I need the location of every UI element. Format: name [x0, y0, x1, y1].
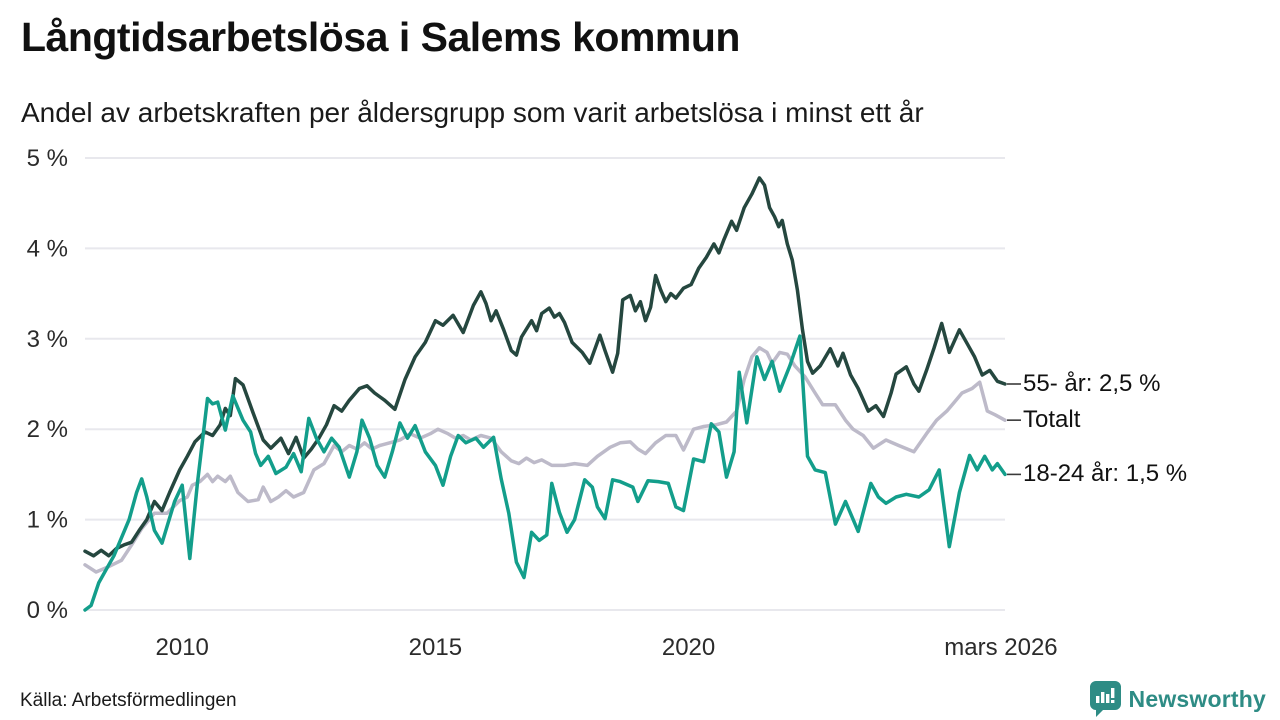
x-axis-tick-label: mars 2026 — [944, 634, 1057, 661]
series-end-label-55ar: 55- år: 2,5 % — [1023, 370, 1161, 397]
series-line-55-år — [83, 176, 1007, 558]
y-axis-tick-label: 1 % — [27, 507, 68, 534]
x-axis-tick-label: 2015 — [409, 634, 462, 661]
x-axis-tick-label: 2010 — [156, 634, 209, 661]
brand-name: Newsworthy — [1128, 685, 1266, 712]
bar-chart-speech-bubble-icon — [1089, 681, 1121, 717]
y-axis-tick-label: 2 % — [27, 416, 68, 443]
page-title: Långtidsarbetslösa i Salems kommun — [21, 14, 740, 60]
series-end-label-totalt: Totalt — [1023, 406, 1081, 434]
newsworthy-logo: Newsworthy — [1089, 681, 1266, 717]
x-axis-tick-label: 2020 — [662, 634, 715, 661]
y-axis-tick-label: 0 % — [27, 597, 68, 624]
y-axis-tick-label: 4 % — [27, 235, 68, 262]
source-attribution: Källa: Arbetsförmedlingen — [20, 690, 237, 711]
y-axis-tick-label: 5 % — [27, 145, 68, 172]
chart-subtitle: Andel av arbetskraften per åldersgrupp s… — [21, 97, 924, 128]
y-axis-tick-label: 3 % — [27, 326, 68, 353]
series-line-totalt — [83, 346, 1007, 574]
series-end-label-18-24ar: 18-24 år: 1,5 % — [1023, 460, 1188, 488]
series-line-18-24år — [83, 334, 1007, 612]
